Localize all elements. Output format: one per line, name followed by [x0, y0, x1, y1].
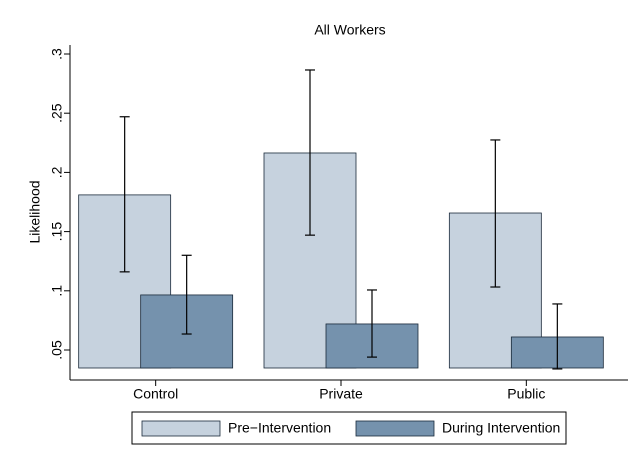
x-tick-label: Private [319, 386, 363, 402]
chart-title: All Workers [314, 22, 385, 38]
error-bar [305, 69, 315, 236]
error-bar [367, 289, 377, 358]
error-bar [552, 303, 563, 370]
legend-label: Pre−Intervention [228, 420, 331, 436]
legend-swatch [141, 420, 221, 437]
y-tick-label: .25 [49, 103, 65, 123]
y-tick-label: .1 [49, 285, 65, 297]
x-tick-label: Public [507, 386, 545, 402]
error-bar [181, 254, 192, 335]
y-axis-label: Likelihood [27, 180, 43, 243]
error-bar [490, 139, 501, 288]
y-tick-label: .05 [49, 340, 65, 360]
y-tick-label: .2 [49, 166, 65, 178]
y-tick-label: .3 [49, 48, 65, 60]
legend-label: During Intervention [442, 420, 560, 436]
legend-swatch [355, 420, 435, 437]
y-tick-label: .15 [49, 222, 65, 242]
error-bar [119, 116, 130, 273]
x-tick-label: Control [133, 386, 178, 402]
